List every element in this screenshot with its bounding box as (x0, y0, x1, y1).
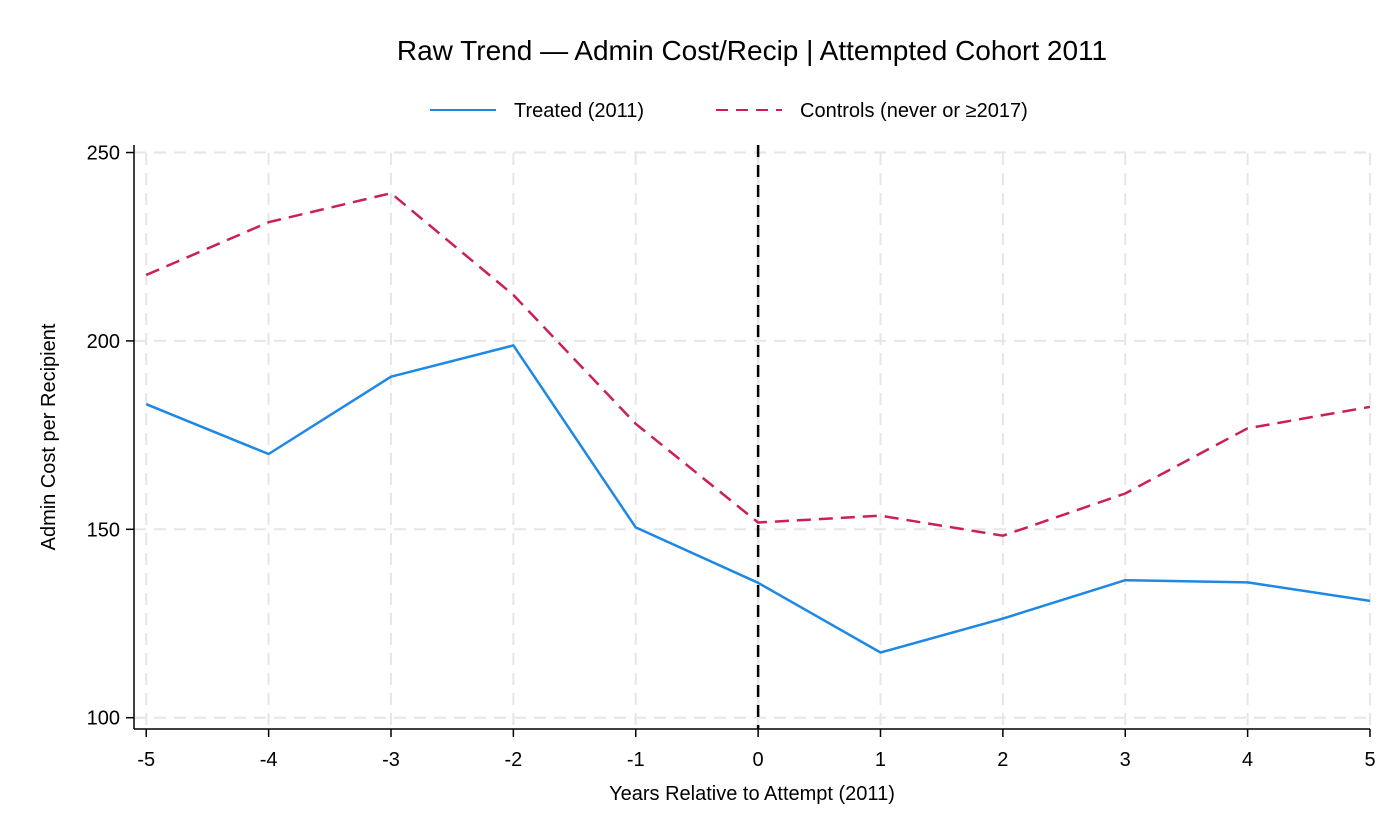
x-tick-label: -4 (260, 749, 278, 771)
legend-label-treated: Treated (2011) (514, 100, 644, 122)
series-layer (145, 191, 1371, 654)
y-tick-label: 100 (87, 708, 120, 730)
gridlines (134, 151, 1371, 729)
x-axis-label: Years Relative to Attempt (2011) (609, 783, 895, 805)
legend: Treated (2011) Controls (never or ≥2017) (430, 100, 1028, 122)
x-tick-label: 1 (875, 749, 886, 771)
tick-labels: 100 150 200 250 -5 -4 -3 -2 -1 0 1 2 3 4 5 (87, 143, 1376, 771)
y-tick-label: 200 (87, 331, 120, 353)
x-tick-label: -3 (382, 749, 400, 771)
x-tick-label: 3 (1120, 749, 1131, 771)
y-axis-label: Admin Cost per Recipient (38, 323, 60, 550)
x-tick-label: -2 (504, 749, 522, 771)
x-tick-label: 5 (1364, 749, 1375, 771)
series-line-treated (145, 344, 1371, 654)
x-tick-label: 2 (997, 749, 1008, 771)
x-tick-label: -5 (137, 749, 155, 771)
legend-label-controls: Controls (never or ≥2017) (800, 100, 1028, 122)
x-tick-label: -1 (627, 749, 645, 771)
x-tick-label: 4 (1242, 749, 1253, 771)
y-tick-label: 250 (87, 143, 120, 165)
y-tick-label: 150 (87, 519, 120, 541)
axes (133, 145, 1370, 730)
x-tick-label: 0 (753, 749, 764, 771)
series-line-controls (145, 191, 1371, 537)
chart-title: Raw Trend — Admin Cost/Recip | Attempted… (397, 35, 1107, 66)
